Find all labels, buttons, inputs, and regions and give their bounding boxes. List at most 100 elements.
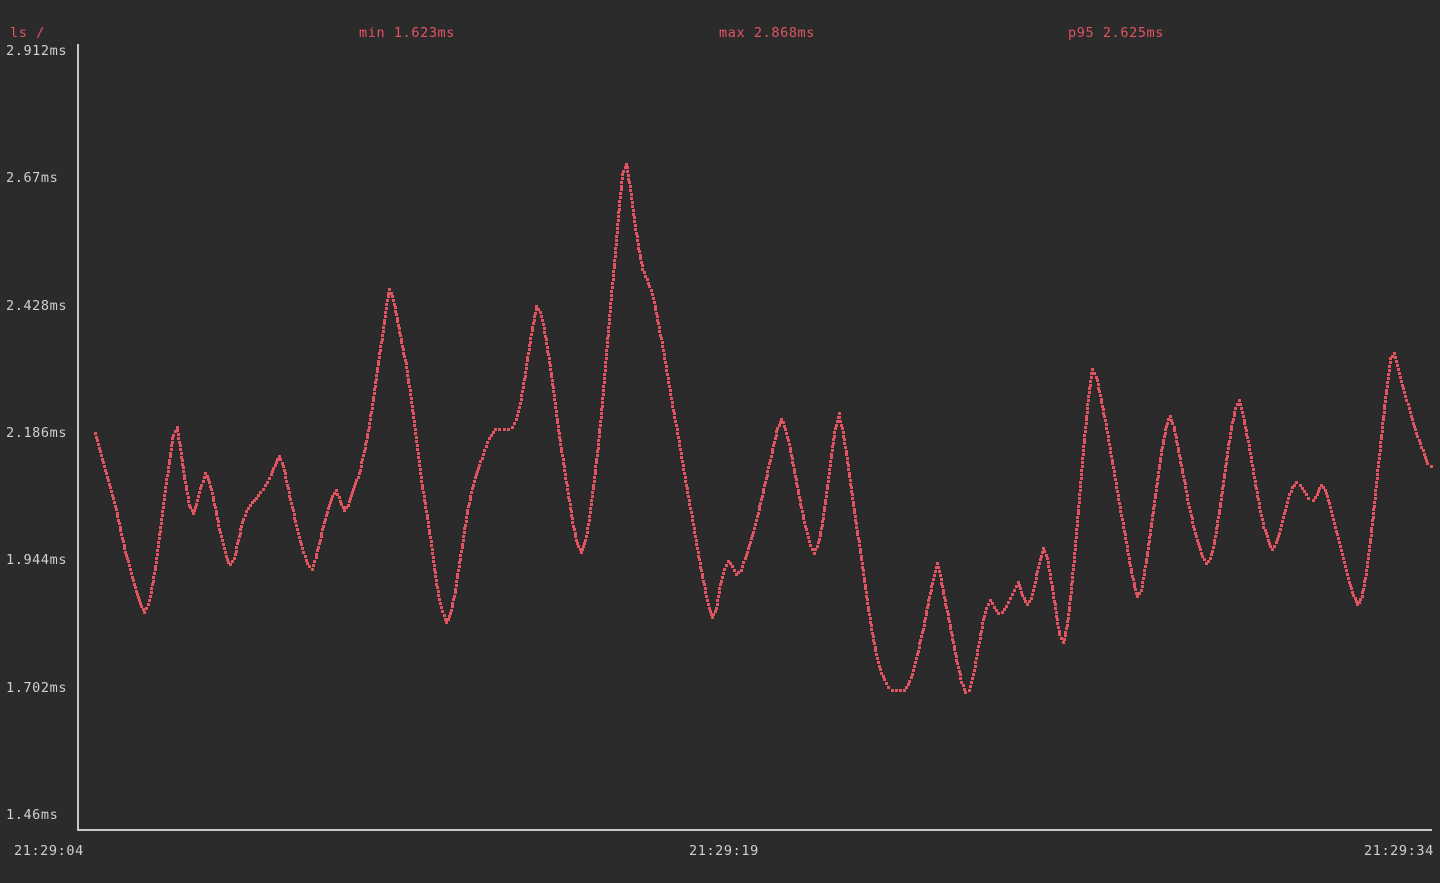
data-point bbox=[559, 443, 562, 446]
data-point bbox=[842, 431, 845, 434]
data-point bbox=[1384, 400, 1387, 403]
data-point bbox=[225, 555, 228, 558]
data-point bbox=[1023, 597, 1026, 600]
data-point bbox=[227, 561, 230, 564]
data-point bbox=[560, 447, 563, 450]
data-point bbox=[592, 487, 595, 490]
data-point bbox=[637, 243, 640, 246]
data-point bbox=[339, 500, 342, 503]
data-point bbox=[189, 506, 192, 509]
data-point bbox=[569, 507, 572, 510]
data-point bbox=[454, 588, 457, 591]
data-point bbox=[1196, 539, 1199, 542]
data-point bbox=[241, 521, 244, 524]
data-point bbox=[158, 537, 161, 540]
data-point bbox=[1011, 593, 1014, 596]
data-point bbox=[963, 688, 966, 691]
data-point bbox=[1391, 355, 1394, 358]
data-point bbox=[158, 533, 161, 536]
data-point bbox=[924, 617, 927, 620]
data-point bbox=[1040, 555, 1043, 558]
data-point bbox=[769, 459, 772, 462]
data-point bbox=[1152, 511, 1155, 514]
data-point bbox=[547, 353, 550, 356]
data-point bbox=[412, 412, 415, 415]
data-point bbox=[550, 375, 553, 378]
y-axis-tick-label: 1.944ms bbox=[6, 552, 68, 569]
data-point bbox=[421, 484, 424, 487]
data-point bbox=[697, 555, 700, 558]
data-point bbox=[1382, 415, 1385, 418]
data-point bbox=[364, 447, 367, 450]
data-point bbox=[859, 551, 862, 554]
data-point bbox=[1412, 422, 1415, 425]
data-point bbox=[465, 516, 468, 519]
data-point bbox=[350, 494, 353, 497]
data-point bbox=[456, 576, 459, 579]
data-point bbox=[371, 403, 374, 406]
data-point bbox=[519, 402, 522, 405]
data-point bbox=[1039, 558, 1042, 561]
data-point bbox=[161, 514, 164, 517]
data-point bbox=[1398, 372, 1401, 375]
data-point bbox=[434, 575, 437, 578]
data-point bbox=[1329, 506, 1332, 509]
data-point bbox=[417, 456, 420, 459]
data-point bbox=[1170, 419, 1173, 422]
data-point bbox=[638, 250, 641, 253]
data-point bbox=[1378, 453, 1381, 456]
data-point bbox=[712, 613, 715, 616]
data-point bbox=[1234, 407, 1237, 410]
data-point bbox=[1266, 535, 1269, 538]
data-point bbox=[1058, 630, 1061, 633]
data-point bbox=[1222, 480, 1225, 483]
data-point bbox=[599, 420, 602, 423]
data-point bbox=[416, 448, 419, 451]
data-point bbox=[1254, 480, 1257, 483]
data-point bbox=[1383, 411, 1386, 414]
data-point bbox=[814, 548, 817, 551]
data-point bbox=[533, 315, 536, 318]
data-point bbox=[1105, 423, 1108, 426]
data-point bbox=[165, 482, 168, 485]
data-point bbox=[1159, 460, 1162, 463]
data-point bbox=[1382, 418, 1385, 421]
data-point bbox=[562, 458, 565, 461]
data-point bbox=[1112, 466, 1115, 469]
data-point bbox=[1177, 447, 1180, 450]
data-point bbox=[679, 448, 682, 451]
data-point bbox=[834, 427, 837, 430]
data-point bbox=[842, 435, 845, 438]
data-point bbox=[117, 519, 120, 522]
data-point bbox=[607, 326, 610, 329]
data-point bbox=[722, 572, 725, 575]
data-point bbox=[1366, 565, 1369, 568]
data-point bbox=[418, 464, 421, 467]
data-point bbox=[833, 435, 836, 438]
data-point bbox=[266, 481, 269, 484]
data-point bbox=[831, 449, 834, 452]
data-point bbox=[695, 543, 698, 546]
data-point bbox=[561, 454, 564, 457]
data-point bbox=[922, 628, 925, 631]
data-point bbox=[384, 315, 387, 318]
data-point bbox=[1088, 387, 1091, 390]
data-point bbox=[526, 356, 529, 359]
data-point bbox=[517, 410, 520, 413]
data-point bbox=[1419, 442, 1422, 445]
data-point bbox=[1135, 592, 1138, 595]
data-point bbox=[573, 528, 576, 531]
data-point bbox=[612, 274, 615, 277]
data-point bbox=[1242, 415, 1245, 418]
data-point bbox=[586, 527, 589, 530]
data-point bbox=[867, 606, 870, 609]
data-point bbox=[529, 337, 532, 340]
data-point bbox=[343, 509, 346, 512]
data-point bbox=[259, 491, 262, 494]
data-point bbox=[989, 599, 992, 602]
data-point bbox=[766, 470, 769, 473]
data-point bbox=[295, 524, 298, 527]
data-point bbox=[284, 472, 287, 475]
data-point bbox=[432, 556, 435, 559]
data-point bbox=[452, 598, 455, 601]
